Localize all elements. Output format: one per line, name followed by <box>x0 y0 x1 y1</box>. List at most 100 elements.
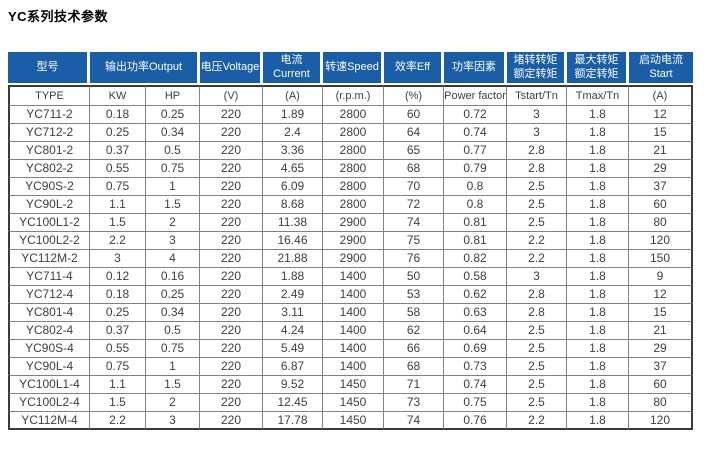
value-cell: 65 <box>384 141 444 160</box>
value-cell: 2800 <box>323 177 384 196</box>
value-cell: 1.88 <box>263 267 323 286</box>
subheader-cell: (%) <box>384 84 444 106</box>
value-cell: 2.5 <box>507 213 567 232</box>
value-cell: 29 <box>629 159 693 178</box>
model-cell: YC100L1-4 <box>8 375 90 394</box>
table-head: 型号 输出功率Output 电压Voltage 电流Current 转速Speed 效率E… <box>8 52 693 106</box>
value-cell: 0.8 <box>444 177 507 196</box>
header-cell: 效率Eff <box>384 52 444 85</box>
value-cell: 6.87 <box>263 357 323 376</box>
value-cell: 1.5 <box>146 375 200 394</box>
value-cell: 1.8 <box>567 231 629 250</box>
value-cell: 62 <box>384 321 444 340</box>
value-cell: 150 <box>629 249 693 268</box>
page-title: YC系列技术参数 <box>8 9 109 24</box>
model-cell: YC801-4 <box>8 303 90 322</box>
value-cell: 1400 <box>323 303 384 322</box>
value-cell: 17.78 <box>263 411 323 430</box>
subheader-cell: HP <box>146 84 200 106</box>
value-cell: 58 <box>384 303 444 322</box>
value-cell: 1.5 <box>90 213 146 232</box>
header-group-row: 型号 输出功率Output 电压Voltage 电流Current 转速Speed 效率E… <box>8 52 693 85</box>
value-cell: 2800 <box>323 123 384 142</box>
value-cell: 220 <box>200 357 263 376</box>
value-cell: 9 <box>629 267 693 286</box>
value-cell: 220 <box>200 375 263 394</box>
value-cell: 1.8 <box>567 339 629 358</box>
model-cell: YC711-4 <box>8 267 90 286</box>
header-sub-row: TYPE KW HP (V) (A) (r.p.m.) (%) Power factor Tst… <box>8 84 693 106</box>
value-cell: 74 <box>384 411 444 430</box>
subheader-cell: (V) <box>200 84 263 106</box>
value-cell: 1400 <box>323 357 384 376</box>
subheader-cell: (A) <box>263 84 323 106</box>
subheader-cell: (A) <box>629 84 693 106</box>
value-cell: 220 <box>200 195 263 214</box>
table-row: YC90S-4 0.55 0.75 220 5.49 1400 66 0.69 2.5 1.8 29 <box>8 339 693 358</box>
value-cell: 220 <box>200 231 263 250</box>
table-body: YC711-2 0.18 0.25 220 1.89 2800 60 0.72 3 1.8 12 YC… <box>8 105 693 430</box>
value-cell: 73 <box>384 393 444 412</box>
value-cell: 0.69 <box>444 339 507 358</box>
model-cell: YC112M-2 <box>8 249 90 268</box>
value-cell: 220 <box>200 105 263 124</box>
value-cell: 0.81 <box>444 231 507 250</box>
value-cell: 1.8 <box>567 375 629 394</box>
header-cell: 型号 <box>8 52 90 85</box>
value-cell: 0.79 <box>444 159 507 178</box>
value-cell: 0.74 <box>444 375 507 394</box>
value-cell: 2900 <box>323 231 384 250</box>
value-cell: 2.2 <box>507 231 567 250</box>
value-cell: 0.34 <box>146 303 200 322</box>
table-row: YC712-2 0.25 0.34 220 2.4 2800 64 0.74 3 1.8 15 <box>8 123 693 142</box>
table-row: YC90L-2 1.1 1.5 220 8.68 2800 72 0.8 2.5 1.8 60 <box>8 195 693 214</box>
value-cell: 0.18 <box>90 105 146 124</box>
value-cell: 3 <box>507 123 567 142</box>
header-cell: 功率因素 <box>444 52 507 85</box>
value-cell: 2.5 <box>507 177 567 196</box>
model-cell: YC100L2-4 <box>8 393 90 412</box>
value-cell: 80 <box>629 393 693 412</box>
table-row: YC112M-4 2.2 3 220 17.78 1450 74 0.76 2.2 1.8 120 <box>8 411 693 430</box>
value-cell: 1.8 <box>567 177 629 196</box>
value-cell: 2.4 <box>263 123 323 142</box>
value-cell: 3.36 <box>263 141 323 160</box>
value-cell: 60 <box>384 105 444 124</box>
value-cell: 12 <box>629 105 693 124</box>
value-cell: 11.38 <box>263 213 323 232</box>
value-cell: 220 <box>200 303 263 322</box>
value-cell: 2.2 <box>90 411 146 430</box>
value-cell: 220 <box>200 285 263 304</box>
spec-table: 型号 输出功率Output 电压Voltage 电流Current 转速Speed 效率E… <box>8 52 693 430</box>
table-row: YC802-2 0.55 0.75 220 4.65 2800 68 0.79 2.8 1.8 29 <box>8 159 693 178</box>
value-cell: 66 <box>384 339 444 358</box>
value-cell: 2.2 <box>507 411 567 430</box>
value-cell: 220 <box>200 321 263 340</box>
value-cell: 0.75 <box>146 159 200 178</box>
value-cell: 60 <box>629 195 693 214</box>
value-cell: 1.8 <box>567 213 629 232</box>
value-cell: 76 <box>384 249 444 268</box>
value-cell: 2.5 <box>507 393 567 412</box>
table-row: YC712-4 0.18 0.25 220 2.49 1400 53 0.62 2.8 1.8 12 <box>8 285 693 304</box>
value-cell: 0.34 <box>146 123 200 142</box>
table-row: YC112M-2 3 4 220 21.88 2900 76 0.82 2.2 1.8 150 <box>8 249 693 268</box>
value-cell: 0.76 <box>444 411 507 430</box>
value-cell: 3 <box>507 105 567 124</box>
value-cell: 68 <box>384 357 444 376</box>
value-cell: 3.11 <box>263 303 323 322</box>
table-row: YC90S-2 0.75 1 220 6.09 2800 70 0.8 2.5 1.8 37 <box>8 177 693 196</box>
value-cell: 0.5 <box>146 321 200 340</box>
model-cell: YC90L-4 <box>8 357 90 376</box>
value-cell: 220 <box>200 411 263 430</box>
value-cell: 2 <box>146 213 200 232</box>
value-cell: 75 <box>384 231 444 250</box>
value-cell: 64 <box>384 123 444 142</box>
value-cell: 1.8 <box>567 411 629 430</box>
value-cell: 1 <box>146 357 200 376</box>
value-cell: 1400 <box>323 321 384 340</box>
value-cell: 1.5 <box>146 195 200 214</box>
value-cell: 5.49 <box>263 339 323 358</box>
value-cell: 0.75 <box>90 357 146 376</box>
